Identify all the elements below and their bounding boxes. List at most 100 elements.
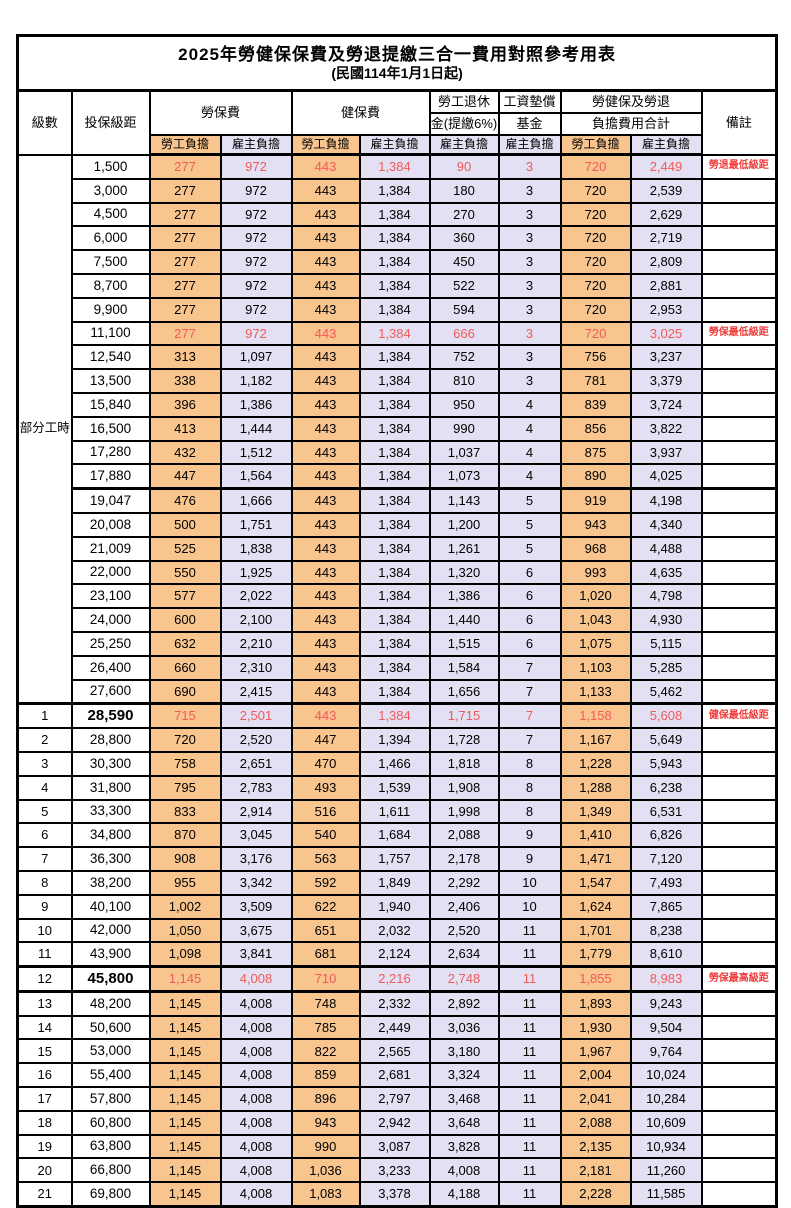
value-cell: 993: [559, 559, 632, 586]
col-header-bracket: 投保級距: [70, 89, 151, 156]
bracket-cell: 16,500: [70, 415, 151, 442]
table-row: 21 69,800 1,145 4,008 1,083 3,378 4,188 11 2,228…: [16, 1181, 778, 1208]
value-cell: 1,098: [148, 941, 222, 968]
value-cell: 1,908: [428, 774, 500, 801]
value-cell: 748: [290, 990, 361, 1017]
level-cell: 13: [16, 990, 73, 1017]
table-row: 1 28,590 715 2,501 443 1,384 1,715 7 1,158 5,608 健…: [16, 702, 778, 730]
value-cell: 1,410: [559, 822, 632, 849]
bracket-cell: 48,200: [70, 990, 151, 1017]
value-cell: 2,942: [358, 1109, 431, 1136]
value-cell: 443: [290, 225, 361, 252]
remark-cell: [700, 869, 778, 896]
remark-cell: [700, 1157, 778, 1184]
value-cell: 1,386: [428, 583, 500, 610]
value-cell: 3,724: [629, 391, 703, 418]
value-cell: 1,584: [428, 654, 500, 681]
value-cell: 1,684: [358, 822, 431, 849]
value-cell: 9: [497, 846, 562, 872]
col-header-wage-fund-line2: 基金: [497, 112, 562, 136]
remark-cell: [700, 177, 778, 204]
remark-cell: [700, 846, 778, 872]
value-cell: 2,292: [428, 869, 500, 896]
value-cell: 972: [219, 296, 293, 323]
value-cell: 1,925: [219, 559, 293, 586]
table-row: 25,250 632 2,210 443 1,384 1,515 6 1,075 5,115: [18, 630, 778, 657]
table-row: 9 40,100 1,002 3,509 622 1,940 2,406 10 1,624 7,8…: [16, 893, 778, 920]
value-cell: 1,715: [428, 702, 500, 730]
value-cell: 1,728: [428, 727, 500, 753]
bracket-cell: 3,000: [70, 177, 151, 204]
page-subtitle: (民國114年1月1日起): [331, 64, 463, 81]
value-cell: 443: [290, 177, 361, 204]
value-cell: 600: [148, 607, 222, 633]
bracket-cell: 1,500: [70, 153, 151, 180]
bracket-cell: 69,800: [70, 1181, 151, 1208]
value-cell: 443: [290, 249, 361, 275]
value-cell: 2,216: [358, 965, 431, 993]
value-cell: 5,115: [629, 630, 703, 657]
level-cell: 3: [16, 750, 73, 777]
value-cell: 2,539: [629, 177, 703, 204]
remark-cell: [700, 1181, 778, 1208]
table-row: 16,500 413 1,444 443 1,384 990 4 856 3,822: [18, 415, 778, 442]
value-cell: 8: [497, 774, 562, 801]
table-row: 17,280 432 1,512 443 1,384 1,037 4 875 3,937: [18, 439, 778, 466]
value-cell: 720: [559, 320, 632, 347]
value-cell: 4,008: [219, 1086, 293, 1112]
value-cell: 720: [559, 153, 632, 180]
value-cell: 4,198: [629, 487, 703, 514]
value-cell: 1,384: [358, 630, 431, 657]
value-cell: 313: [148, 344, 222, 371]
value-cell: 1,384: [358, 415, 431, 442]
remark-cell: [700, 1109, 778, 1136]
value-cell: 6: [497, 559, 562, 586]
subheader-total-employee: 勞工負擔: [559, 134, 632, 156]
value-cell: 4: [497, 439, 562, 466]
table-row: 2 28,800 720 2,520 447 1,394 1,728 7 1,167 5,649: [16, 727, 778, 753]
value-cell: 6: [497, 607, 562, 633]
value-cell: 2,520: [219, 727, 293, 753]
value-cell: 3,324: [428, 1062, 500, 1089]
remark-cell: [700, 439, 778, 466]
value-cell: 432: [148, 439, 222, 466]
table-row: 11 43,900 1,098 3,841 681 2,124 2,634 11 1,779 8,…: [16, 941, 778, 968]
value-cell: 11: [497, 1157, 562, 1184]
table-row: 23,100 577 2,022 443 1,384 1,386 6 1,020 4,798: [18, 583, 778, 610]
value-cell: 1,083: [290, 1181, 361, 1208]
value-cell: 972: [219, 153, 293, 180]
value-cell: 1,656: [428, 678, 500, 705]
value-cell: 833: [148, 798, 222, 825]
remark-cell: [700, 583, 778, 610]
level-cell: 9: [16, 893, 73, 920]
bracket-cell: 40,100: [70, 893, 151, 920]
value-cell: 3,822: [629, 415, 703, 442]
value-cell: 943: [559, 511, 632, 538]
bracket-cell: 66,800: [70, 1157, 151, 1184]
value-cell: 1,145: [148, 1133, 222, 1160]
value-cell: 522: [428, 272, 500, 299]
value-cell: 2,124: [358, 941, 431, 968]
value-cell: 563: [290, 846, 361, 872]
value-cell: 4: [497, 391, 562, 418]
value-cell: 4,930: [629, 607, 703, 633]
value-cell: 11: [497, 1086, 562, 1112]
col-header-pension-line1: 勞工退休: [428, 89, 500, 114]
value-cell: 1,145: [148, 1086, 222, 1112]
table-row: 8,700 277 972 443 1,384 522 3 720 2,881: [18, 272, 778, 299]
value-cell: 2,914: [219, 798, 293, 825]
value-cell: 1,384: [358, 225, 431, 252]
bracket-cell: 57,800: [70, 1086, 151, 1112]
value-cell: 443: [290, 439, 361, 466]
table-row: 15 53,000 1,145 4,008 822 2,565 3,180 11 1,967 9,…: [16, 1038, 778, 1065]
subheader-fund-employer: 雇主負擔: [497, 134, 562, 156]
remark-cell: [700, 654, 778, 681]
bracket-cell: 22,000: [70, 559, 151, 586]
value-cell: 10,609: [629, 1109, 703, 1136]
level-cell: 14: [16, 1014, 73, 1041]
subheader-pension-employer: 雇主負擔: [428, 134, 500, 156]
table-row: 3 30,300 758 2,651 470 1,466 1,818 8 1,228 5,943: [16, 750, 778, 777]
value-cell: 476: [148, 487, 222, 514]
value-cell: 1,386: [219, 391, 293, 418]
page-title: 2025年勞健保保費及勞退提繳三合一費用對照參考用表: [178, 44, 616, 64]
